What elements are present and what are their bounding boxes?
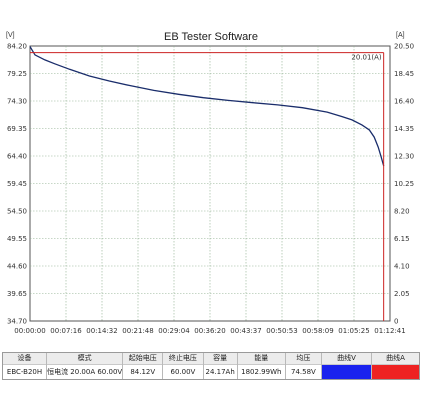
grid (30, 46, 390, 321)
status-bar: 设备 EBC-B20H 模式 恒电流 20.00A 60.00V 起始电压 84.12V 终… (2, 352, 420, 380)
status-cell: 曲线A (371, 353, 419, 379)
status-cell-value: 恒电流 20.00A 60.00V (47, 365, 123, 379)
status-cell-header: 均压 (285, 353, 322, 365)
swatch-fill[interactable] (322, 365, 371, 379)
series (29, 46, 385, 321)
status-cell-header: 曲线V (322, 353, 371, 365)
current-annotation: 20.01(A) (351, 54, 382, 62)
y-left-tick-label: 59.45 (7, 180, 27, 188)
y-right-tick-label: 16.40 (394, 98, 414, 106)
status-cell: 模式 恒电流 20.00A 60.00V (47, 353, 124, 379)
y-left-tick-label: 64.40 (7, 153, 27, 161)
status-cell: 均压 74.58V (285, 353, 323, 379)
x-tick-label: 00:14:32 (86, 327, 117, 335)
tick-labels: 00:00:00 00:07:16 00:14:32 00:21:48 00:29:04… (7, 43, 414, 336)
y-left-tick-label: 39.65 (7, 290, 27, 298)
status-cell-value: EBC-B20H (3, 365, 47, 379)
curve-color-swatch (322, 365, 371, 379)
y-right-tick-label: 4.10 (394, 263, 410, 271)
status-cell: 起始电压 84.12V (123, 353, 164, 379)
status-cell: 容量 24.17Ah (203, 353, 238, 379)
x-tick-label: 00:58:09 (302, 327, 333, 335)
chart: EB Tester Software [V] [A] 00:00:00 00:07… (6, 31, 414, 336)
voltage-series-line (29, 46, 385, 167)
status-cell-value: 60.00V (163, 365, 203, 379)
x-tick-label: 00:07:16 (50, 327, 82, 335)
status-cell-value: 1802.99Wh (237, 365, 285, 379)
x-tick-label: 00:29:04 (158, 327, 190, 335)
y-left-tick-label: 49.55 (7, 235, 27, 243)
y-left-tick-label: 44.60 (7, 263, 27, 271)
x-tick-label: 00:21:48 (122, 327, 153, 335)
y-right-tick-label: 8.20 (394, 208, 410, 216)
x-tick-label: 01:12:41 (374, 327, 405, 335)
x-tick-label: 00:43:37 (230, 327, 261, 335)
y-left-tick-label: 34.70 (7, 318, 27, 326)
status-cell-header: 起始电压 (123, 353, 163, 365)
status-cell: 能量 1802.99Wh (237, 353, 286, 379)
status-cell-header: 容量 (203, 353, 237, 365)
curve-color-swatch (371, 365, 419, 379)
y-right-tick-label: 14.35 (394, 125, 414, 133)
y-right-tick-label: 2.05 (394, 290, 410, 298)
y-left-tick-label: 79.25 (7, 70, 27, 78)
x-tick-label: 00:50:53 (266, 327, 297, 335)
y-right-tick-label: 0 (394, 318, 398, 326)
left-axis-unit: [V] (6, 32, 15, 39)
chart-title: EB Tester Software (164, 31, 258, 43)
status-cell-header: 模式 (47, 353, 123, 365)
x-tick-label: 00:36:20 (194, 327, 225, 335)
y-right-tick-label: 10.25 (394, 180, 414, 188)
y-left-tick-label: 69.35 (7, 125, 27, 133)
status-cell-header: 设备 (3, 353, 47, 365)
y-left-tick-label: 54.50 (7, 208, 27, 216)
swatch-fill[interactable] (371, 365, 419, 379)
status-cell-header: 终止电压 (163, 353, 203, 365)
status-cell: 终止电压 60.00V (163, 353, 204, 379)
status-cell-header: 能量 (237, 353, 285, 365)
status-cell-value: 74.58V (285, 365, 322, 379)
x-tick-label: 01:05:25 (338, 327, 369, 335)
status-cell: 设备 EBC-B20H (3, 353, 48, 379)
status-cell-value: 84.12V (123, 365, 163, 379)
status-cell: 曲线V (322, 353, 372, 379)
y-left-tick-label: 84.20 (7, 43, 27, 51)
y-right-tick-label: 18.45 (394, 70, 414, 78)
x-tick-label: 00:00:00 (14, 327, 45, 335)
y-left-tick-label: 74.30 (7, 98, 27, 106)
y-right-tick-label: 12.30 (394, 153, 414, 161)
status-cell-value: 24.17Ah (203, 365, 237, 379)
y-right-tick-label: 20.50 (394, 43, 414, 51)
right-axis-unit: [A] (396, 32, 405, 39)
status-cell-header: 曲线A (371, 353, 419, 365)
y-right-tick-label: 6.15 (394, 235, 410, 243)
